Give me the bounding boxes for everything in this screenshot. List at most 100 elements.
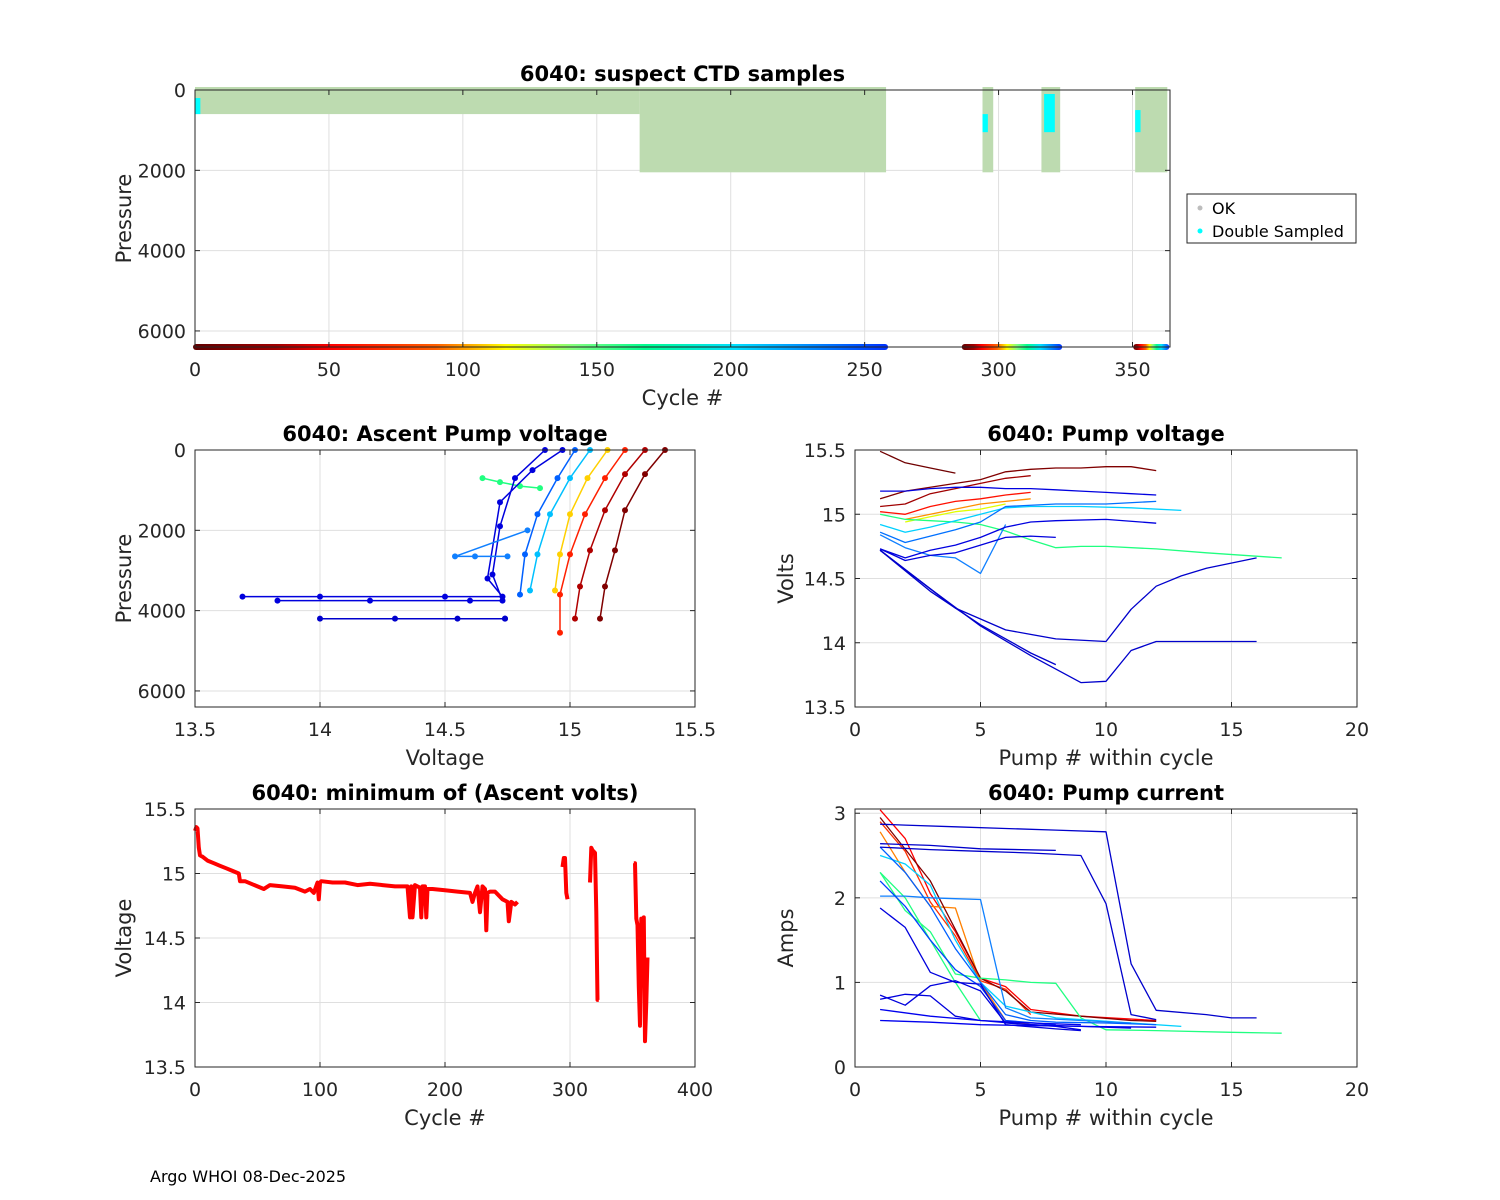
series-line (880, 823, 1257, 1019)
legend-marker (1197, 228, 1203, 234)
series-line (879, 450, 956, 474)
y-tick-label: 13.5 (804, 697, 846, 719)
chart-title: 6040: Ascent Pump voltage (282, 422, 607, 446)
x-tick-label: 300 (980, 359, 1016, 381)
x-tick-label: 250 (847, 359, 883, 381)
x-tick-label: 200 (427, 1079, 463, 1101)
series-point (552, 587, 558, 594)
series-point (239, 593, 246, 600)
y-axis-label: Amps (774, 908, 798, 967)
series-line (879, 549, 1257, 643)
chart-title: 6040: Pump voltage (987, 422, 1225, 446)
x-tick-label: 5 (974, 1079, 986, 1101)
series-line (574, 449, 646, 619)
legend: OK Double Sampled (1186, 193, 1357, 244)
chart-minimum-ascent-volts: 0 100 200 300 400 13.5 14 14.5 15 15.5 6040: minim… (112, 781, 713, 1130)
series-line (879, 518, 1157, 559)
series-point (602, 507, 608, 514)
x-tick-label: 15 (558, 719, 582, 741)
x-tick-label: 20 (1345, 719, 1369, 741)
series-point (577, 583, 583, 590)
y-tick-label: 0 (834, 1057, 846, 1079)
series-point (602, 583, 608, 590)
series-line (879, 513, 1282, 559)
y-tick-label: 2000 (138, 520, 186, 542)
series-segment (588, 845, 600, 1002)
series-line (879, 535, 1056, 562)
series-point (274, 597, 281, 604)
y-tick-label: 4000 (138, 241, 186, 263)
series-point (517, 591, 523, 598)
series-line (879, 809, 1157, 1022)
series-point (587, 547, 593, 554)
y-axis-label: Pressure (112, 174, 136, 264)
series-point (497, 499, 503, 506)
y-tick-label: 14.5 (804, 569, 846, 591)
y-tick-label: 15 (162, 864, 186, 886)
series-line (559, 449, 626, 633)
series-line (879, 524, 1007, 575)
legend-box (1186, 193, 1357, 244)
y-tick-label: 15.5 (804, 440, 846, 462)
ok-samples-band (982, 87, 994, 173)
x-tick-label: 0 (189, 359, 201, 381)
x-tick-label: 350 (1114, 359, 1150, 381)
series-line (879, 907, 1081, 1032)
x-tick-label: 10 (1094, 719, 1118, 741)
y-tick-label: 13.5 (144, 1057, 186, 1079)
x-tick-label: 14 (308, 719, 332, 741)
x-tick-label: 200 (713, 359, 749, 381)
series-point (622, 471, 628, 478)
series-line (554, 449, 609, 591)
series-point (582, 511, 588, 518)
series-point (527, 587, 533, 594)
x-tick-label: 150 (579, 359, 615, 381)
chart-pump-voltage: 0 5 10 15 20 13.5 14 14.5 15 15.5 6040: Pump volta… (774, 422, 1369, 770)
series-point (489, 571, 496, 578)
y-tick-label: 2 (834, 888, 846, 910)
legend-marker (1197, 205, 1203, 211)
x-tick-label: 15 (1219, 1079, 1243, 1101)
y-axis-label: Volts (774, 553, 798, 604)
x-axis-label: Cycle # (404, 1106, 486, 1130)
series-point (554, 475, 561, 482)
y-tick-label: 2000 (138, 160, 186, 182)
series-point (317, 615, 323, 622)
series-point (557, 591, 563, 598)
x-axis-label: Cycle # (642, 386, 724, 410)
double-sampled-band (1135, 110, 1141, 133)
chart-title: 6040: minimum of (Ascent volts) (251, 781, 638, 805)
series-point (572, 615, 578, 622)
series-point (534, 551, 541, 558)
x-tick-label: 300 (552, 1079, 588, 1101)
y-tick-label: 4000 (138, 601, 186, 623)
series-point (534, 511, 541, 518)
y-axis-label: Voltage (112, 899, 136, 978)
ok-samples-band (195, 87, 640, 115)
series-line (879, 500, 1157, 544)
series-line (880, 475, 1031, 508)
y-axis-label: Pressure (112, 534, 136, 624)
y-tick-label: 6000 (138, 681, 186, 703)
series-point (567, 511, 573, 518)
series-line (905, 498, 1031, 521)
series-line (880, 843, 1056, 852)
series-point (557, 551, 563, 558)
series-line (880, 1008, 1081, 1026)
series-point (454, 615, 461, 622)
series-point (502, 615, 508, 622)
series-point (537, 485, 543, 492)
double-sampled-band (195, 98, 201, 115)
x-tick-label: 14.5 (424, 719, 466, 741)
plot-area (239, 447, 668, 636)
x-tick-label: 13.5 (174, 719, 216, 741)
series-point (367, 597, 373, 604)
series-line (879, 872, 1282, 1034)
double-sampled-band (982, 114, 988, 133)
series-segment (633, 861, 650, 1044)
series-point (622, 507, 628, 514)
ok-samples-band (639, 87, 887, 173)
y-tick-label: 3 (834, 803, 846, 825)
axes-frame (194, 89, 1171, 348)
footer-credit: Argo WHOI 08-Dec-2025 (150, 1167, 346, 1186)
